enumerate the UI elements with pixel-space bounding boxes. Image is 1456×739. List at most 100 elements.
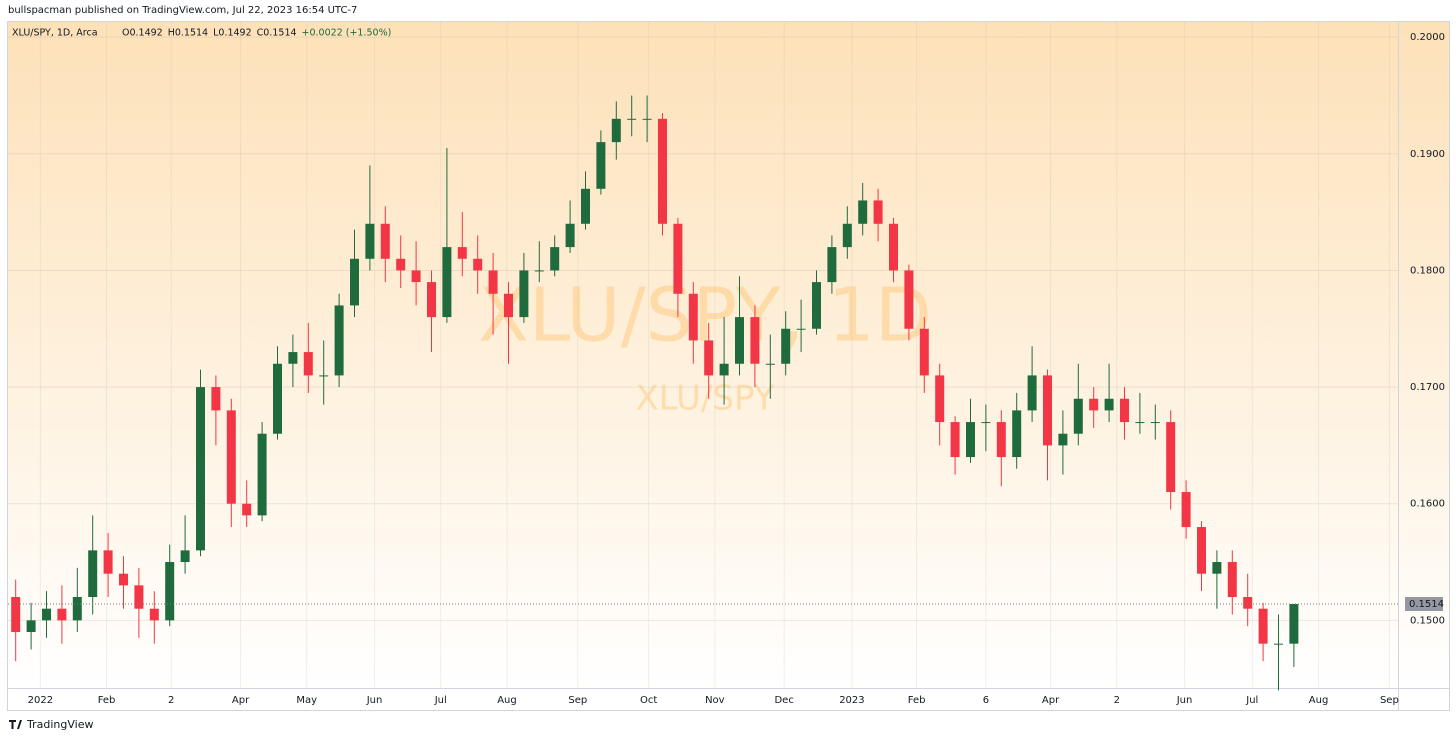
candle-body (1289, 604, 1299, 644)
candle-body (396, 258, 406, 271)
candle-body (57, 608, 67, 621)
candle-body (965, 422, 975, 458)
candle-body (242, 503, 252, 516)
candles-group (8, 95, 1398, 691)
candle-body (165, 562, 175, 621)
candle-body (765, 363, 775, 365)
x-tick-label: Feb (98, 695, 116, 706)
candle-body (611, 118, 621, 143)
footer-logo: TradingView (9, 718, 93, 731)
x-tick-label: Aug (1309, 695, 1329, 706)
candle-body (334, 305, 344, 376)
legend-value: H0.1514 (168, 28, 208, 39)
candle-body (1227, 562, 1237, 598)
candle-body (1166, 422, 1176, 493)
candle-body (580, 188, 590, 224)
candle-body (1027, 375, 1037, 411)
candle-body (796, 328, 806, 330)
candle-body (1104, 398, 1114, 411)
legend-value: +0.0022 (+1.50%) (302, 28, 392, 39)
x-tick-label: Jun (366, 695, 383, 706)
candle-body (426, 282, 436, 318)
x-tick-label: Aug (497, 695, 517, 706)
x-tick-label: Jul (1245, 695, 1258, 706)
x-tick-label: Sep (1380, 695, 1399, 706)
candle-body (272, 363, 282, 434)
price-axis-background (1398, 22, 1450, 688)
x-tick-label: 2022 (28, 695, 53, 706)
candle-body (858, 200, 868, 224)
candle-body (211, 387, 221, 411)
candle-body (673, 223, 683, 294)
candle-body (1119, 398, 1129, 423)
candle-body (195, 387, 205, 551)
candle-body (365, 223, 375, 259)
candle-body (1243, 597, 1253, 609)
y-tick-label: 0.1600 (1410, 499, 1445, 510)
candle-body (88, 550, 98, 598)
candle-body (303, 352, 313, 376)
candle-body (319, 375, 329, 377)
candle-body (919, 328, 929, 376)
candle-body (565, 223, 575, 248)
candle-body (257, 433, 267, 516)
y-tick-label: 0.1800 (1410, 265, 1445, 276)
candle-body (1073, 398, 1083, 434)
candle-body (1212, 562, 1222, 574)
candle-body (288, 352, 298, 364)
candle-body (103, 550, 113, 574)
candle-body (1135, 422, 1145, 424)
candle-body (1181, 492, 1191, 528)
candle-body (1042, 375, 1052, 446)
candle-body (349, 258, 359, 306)
publish-info: bullspacman published on TradingView.com… (8, 5, 357, 16)
y-tick-label: 0.2000 (1410, 32, 1445, 43)
candle-body (1258, 608, 1268, 644)
candle-body (642, 118, 652, 120)
candle-body (1058, 433, 1068, 446)
x-tick-label: Dec (774, 695, 793, 706)
x-tick-label: 2 (168, 695, 174, 706)
candle-body (996, 422, 1006, 458)
x-tick-label: Apr (232, 695, 250, 706)
logo-icon (9, 720, 22, 729)
plot-background (8, 22, 1398, 688)
candle-body (704, 340, 714, 376)
candle-body (488, 270, 498, 294)
candle-body (442, 247, 452, 318)
candle-body (72, 597, 82, 621)
candle-body (904, 270, 914, 329)
candle-body (596, 142, 606, 189)
x-tick-label: Oct (640, 695, 657, 706)
x-tick-label: Feb (908, 695, 926, 706)
candle-body (1196, 527, 1206, 574)
candle-body (149, 608, 159, 621)
candle-body (473, 258, 483, 271)
candle-body (781, 328, 791, 364)
candle-body (519, 270, 529, 318)
candle-body (134, 585, 144, 609)
x-tick-label: Nov (705, 695, 725, 706)
candle-body (873, 200, 883, 224)
candle-body (380, 223, 390, 259)
x-tick-label: Sep (568, 695, 587, 706)
candle-body (842, 223, 852, 248)
legend: XLU/SPY, 1D, Arca O0.1492 H0.1514 L0.1492 C… (12, 28, 391, 39)
frame (7, 21, 1450, 711)
legend-value: C0.1514 (257, 28, 297, 39)
candle-body (180, 550, 190, 563)
candle-body (26, 620, 36, 633)
candle-body (550, 247, 560, 271)
candle-body (734, 317, 744, 364)
candle-body (811, 282, 821, 329)
candle-body (1089, 398, 1099, 411)
candle-body (1150, 422, 1160, 424)
candle-body (827, 247, 837, 283)
y-tick-label: 0.1700 (1410, 382, 1445, 393)
candle-body (888, 223, 898, 271)
candle-body (950, 422, 960, 458)
watermark-sub: XLU/SPY (636, 379, 775, 419)
candle-body (411, 270, 421, 283)
candle-body (657, 118, 667, 224)
